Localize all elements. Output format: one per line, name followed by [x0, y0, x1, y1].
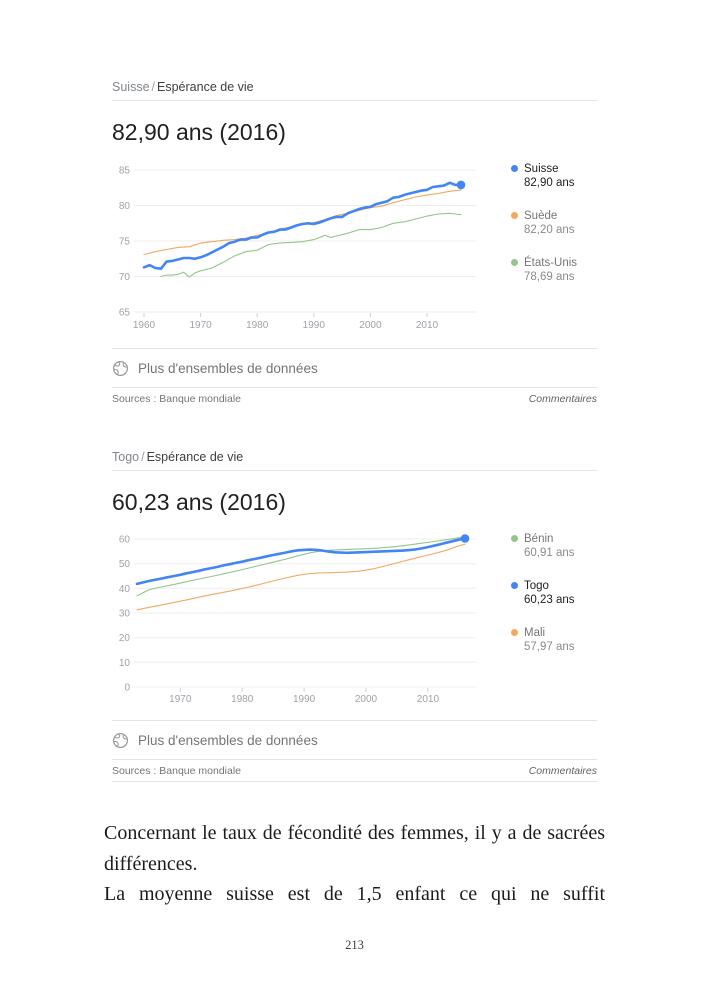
more-datasets-label: Plus d'ensembles de données [138, 360, 318, 376]
svg-text:0: 0 [124, 683, 130, 694]
series-color-dot [511, 535, 518, 542]
chart-legend: Suisse 82,90 ans Suède 82,20 ans États-U… [494, 159, 597, 335]
divider [112, 470, 597, 471]
svg-text:2000: 2000 [359, 320, 382, 331]
more-datasets-link[interactable]: Plus d'ensembles de données [112, 348, 597, 388]
svg-text:1960: 1960 [133, 320, 156, 331]
svg-text:85: 85 [119, 166, 131, 177]
chart-headline: 60,23 ans (2016) [112, 489, 286, 515]
legend-series-value: 82,90 ans [524, 177, 575, 189]
svg-text:50: 50 [119, 559, 131, 570]
legend-item-suisse[interactable]: Suisse 82,90 ans [511, 162, 597, 190]
legend-series-value: 78,69 ans [524, 271, 575, 283]
legend-series-value: 57,97 ans [524, 641, 575, 653]
chart-legend: Bénin 60,91 ans Togo 60,23 ans Mali 57,9… [494, 529, 597, 707]
legend-item-benin[interactable]: Bénin 60,91 ans [511, 532, 597, 560]
svg-text:1970: 1970 [189, 320, 212, 331]
breadcrumb-metric[interactable]: Espérance de vie [146, 450, 244, 464]
legend-series-value: 60,23 ans [524, 594, 575, 606]
series-color-dot [511, 259, 518, 266]
breadcrumb-separator: / [141, 450, 145, 464]
legend-series-name: Bénin [524, 533, 554, 545]
svg-text:1980: 1980 [231, 694, 254, 705]
divider [112, 100, 597, 101]
series-color-dot [511, 582, 518, 589]
sources-row: Sources : Banque mondiale Commentaires [112, 388, 597, 409]
legend-series-name: États-Unis [524, 257, 578, 269]
svg-text:1990: 1990 [293, 694, 316, 705]
legend-item-suede[interactable]: Suède 82,20 ans [511, 209, 597, 237]
legend-series-name: Mali [524, 627, 546, 639]
series-color-dot [511, 165, 518, 172]
legend-item-togo[interactable]: Togo 60,23 ans [511, 579, 597, 607]
svg-text:1970: 1970 [169, 694, 192, 705]
comments-link[interactable]: Commentaires [528, 392, 597, 405]
chart-area: 0 10 20 30 40 50 60 1970 1980 1990 2000 2010 Bénin … [112, 529, 597, 707]
legend-item-etats-unis[interactable]: États-Unis 78,69 ans [511, 256, 597, 284]
breadcrumb-country-link[interactable]: Togo [112, 450, 140, 464]
breadcrumb: Suisse / Espérance de vie [112, 78, 597, 100]
svg-text:60: 60 [119, 535, 131, 546]
life-expectancy-line-chart-suisse[interactable]: 65 70 75 80 85 1960 1970 1980 1990 2000 2010 [112, 159, 494, 335]
svg-text:2000: 2000 [355, 694, 378, 705]
legend-series-name: Suède [524, 210, 558, 222]
life-expectancy-line-chart-togo[interactable]: 0 10 20 30 40 50 60 1970 1980 1990 2000 2010 [112, 529, 494, 707]
legend-series-name: Suisse [524, 163, 559, 175]
svg-text:20: 20 [119, 633, 131, 644]
series-color-dot [511, 629, 518, 636]
legend-series-value: 60,91 ans [524, 547, 575, 559]
sources-label: Sources : Banque mondiale [112, 392, 241, 405]
svg-text:70: 70 [119, 272, 131, 283]
comments-link[interactable]: Commentaires [528, 764, 597, 777]
svg-text:80: 80 [119, 201, 131, 212]
breadcrumb: Togo / Espérance de vie [112, 448, 597, 470]
body-text: Concernant le taux de fécondité des femm… [104, 818, 605, 910]
svg-text:75: 75 [119, 237, 131, 248]
paragraph-line: Concernant le taux de fécondité des femm… [104, 822, 605, 875]
knowledge-card-togo: Togo / Espérance de vie 60,23 ans (2016) 0… [112, 448, 597, 782]
chart-headline: 82,90 ans (2016) [112, 119, 286, 145]
page-number: 213 [345, 938, 364, 952]
svg-text:1990: 1990 [303, 320, 326, 331]
more-datasets-link[interactable]: Plus d'ensembles de données [112, 720, 597, 760]
svg-text:1980: 1980 [246, 320, 269, 331]
legend-series-value: 82,20 ans [524, 224, 575, 236]
legend-item-mali[interactable]: Mali 57,97 ans [511, 626, 597, 654]
svg-text:2010: 2010 [416, 320, 439, 331]
svg-text:30: 30 [119, 609, 131, 620]
more-datasets-label: Plus d'ensembles de données [138, 732, 318, 748]
svg-text:40: 40 [119, 584, 131, 595]
legend-series-name: Togo [524, 580, 549, 592]
series-color-dot [511, 212, 518, 219]
chart-area: 65 70 75 80 85 1960 1970 1980 1990 2000 2010 Suiss… [112, 159, 597, 335]
breadcrumb-metric[interactable]: Espérance de vie [157, 80, 254, 94]
sources-label: Sources : Banque mondiale [112, 764, 241, 777]
svg-text:10: 10 [119, 658, 131, 669]
svg-text:2010: 2010 [417, 694, 440, 705]
globe-icon [112, 360, 129, 376]
knowledge-card-suisse: Suisse / Espérance de vie 82,90 ans (2016)… [112, 78, 597, 409]
globe-icon [112, 732, 129, 748]
svg-text:65: 65 [119, 308, 131, 319]
breadcrumb-separator: / [151, 80, 156, 94]
sources-row: Sources : Banque mondiale Commentaires [112, 760, 597, 782]
breadcrumb-country-link[interactable]: Suisse [112, 80, 150, 94]
paragraph-line: La moyenne suisse est de 1,5 enfant ce q… [104, 883, 605, 905]
